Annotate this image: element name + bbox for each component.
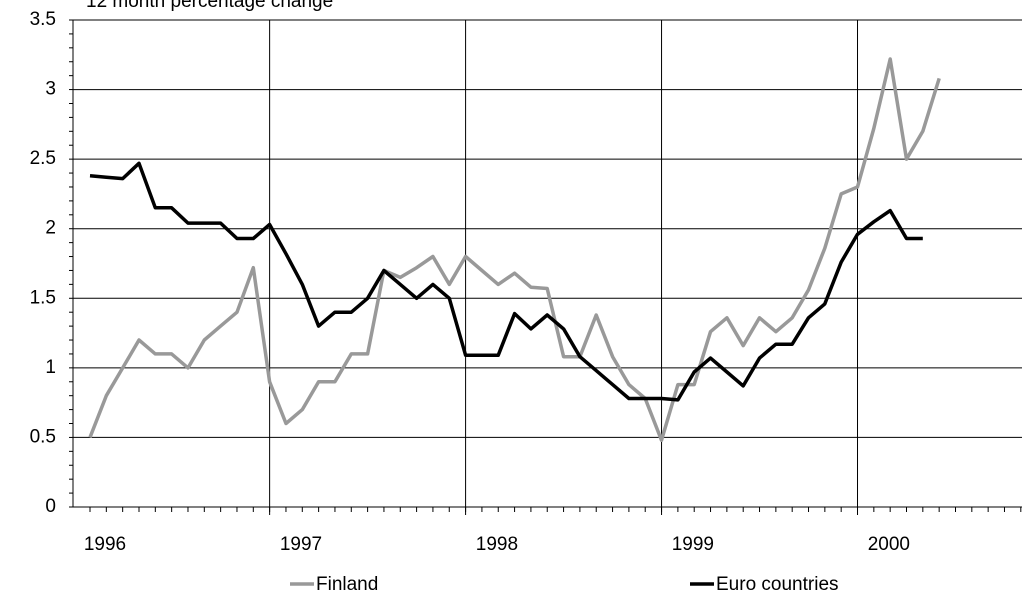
y-tick-label: 2.5 — [30, 148, 56, 169]
y-tick-label: 1.5 — [30, 287, 56, 308]
y-tick-label: 0 — [45, 496, 56, 517]
x-tick-label: 1999 — [672, 534, 714, 555]
series-line — [89, 161, 923, 402]
x-tick-label: 1997 — [280, 534, 322, 555]
y-tick-label: 0.5 — [30, 426, 56, 447]
chart-title: 12 month percentage change — [86, 0, 333, 12]
x-tick-label: 1996 — [84, 534, 126, 555]
y-tick-label: 3.5 — [30, 9, 56, 30]
series-line — [88, 57, 941, 442]
y-tick-label: 3 — [45, 79, 56, 100]
x-tick-label: 2000 — [868, 534, 910, 555]
x-tick-label: 1998 — [476, 534, 518, 555]
y-tick-label: 1 — [45, 357, 56, 378]
legend-label: Euro countries — [716, 574, 839, 595]
legend-label: Finland — [316, 574, 378, 595]
y-tick-label: 2 — [45, 218, 56, 239]
